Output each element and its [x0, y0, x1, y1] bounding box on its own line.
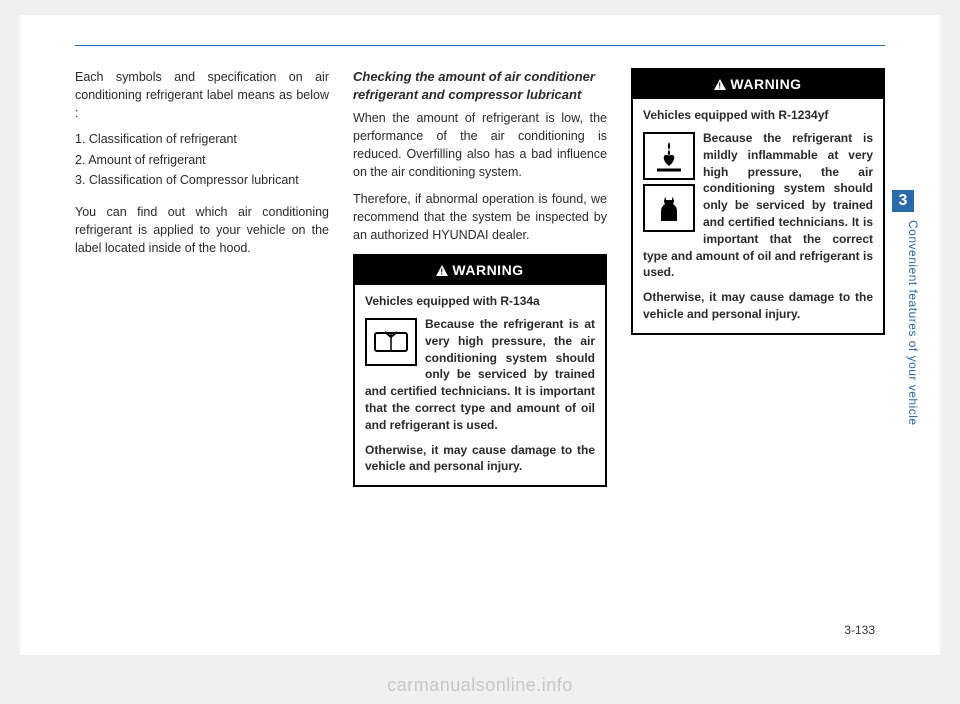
- col2-heading: Checking the amount of air conditioner r…: [353, 68, 607, 103]
- page-number: 3-133: [844, 623, 875, 637]
- technician-icon: [643, 184, 695, 232]
- watermark: carmanualsonline.info: [387, 675, 573, 696]
- list-item: 2. Amount of refrigerant: [75, 151, 329, 169]
- warning-main: Because the refrigerant is at very high …: [365, 316, 595, 434]
- warning-lead: Vehicles equipped with R-1234yf: [643, 107, 873, 124]
- column-1: Each symbols and specification on air co…: [75, 68, 329, 487]
- column-2: Checking the amount of air conditioner r…: [353, 68, 607, 487]
- warning-box-r1234yf: ! WARNING Vehicles equipped with R-1234y…: [631, 68, 885, 335]
- column-3: ! WARNING Vehicles equipped with R-1234y…: [631, 68, 885, 487]
- icon-stack: [643, 132, 695, 236]
- warning-main: Because the refrigerant is mildly inflam…: [643, 130, 873, 281]
- col1-list: 1. Classification of refrigerant 2. Amou…: [75, 130, 329, 188]
- chapter-tab: 3: [892, 190, 914, 212]
- warning-lead: Vehicles equipped with R-134a: [365, 293, 595, 310]
- list-item: 3. Classification of Compressor lubrican…: [75, 171, 329, 189]
- col1-para2: You can find out which air conditioning …: [75, 203, 329, 257]
- warning-body: Vehicles equipped with R-134a Because th…: [355, 285, 605, 485]
- manual-page: Each symbols and specification on air co…: [20, 15, 940, 655]
- top-rule: [75, 45, 885, 46]
- warning-extra: Otherwise, it may cause damage to the ve…: [365, 442, 595, 476]
- warning-title: WARNING: [730, 76, 801, 92]
- warning-body: Vehicles equipped with R-1234yf: [633, 99, 883, 333]
- warning-header: ! WARNING: [633, 70, 883, 99]
- col1-intro: Each symbols and specification on air co…: [75, 68, 329, 122]
- svg-text:!: !: [441, 267, 444, 276]
- warning-triangle-icon: !: [714, 75, 726, 95]
- chapter-label: Convenient features of your vehicle: [902, 220, 920, 426]
- col2-para1: When the amount of refrigerant is low, t…: [353, 109, 607, 182]
- col2-para2: Therefore, if abnormal operation is foun…: [353, 190, 607, 244]
- warning-extra: Otherwise, it may cause damage to the ve…: [643, 289, 873, 323]
- manual-icon: [365, 318, 417, 366]
- warning-box-r134a: ! WARNING Vehicles equipped with R-134a: [353, 254, 607, 487]
- content-columns: Each symbols and specification on air co…: [75, 68, 885, 487]
- list-item: 1. Classification of refrigerant: [75, 130, 329, 148]
- warning-title: WARNING: [452, 262, 523, 278]
- flammable-icon: [643, 132, 695, 180]
- warning-triangle-icon: !: [436, 261, 448, 281]
- svg-text:!: !: [719, 82, 722, 91]
- warning-header: ! WARNING: [355, 256, 605, 285]
